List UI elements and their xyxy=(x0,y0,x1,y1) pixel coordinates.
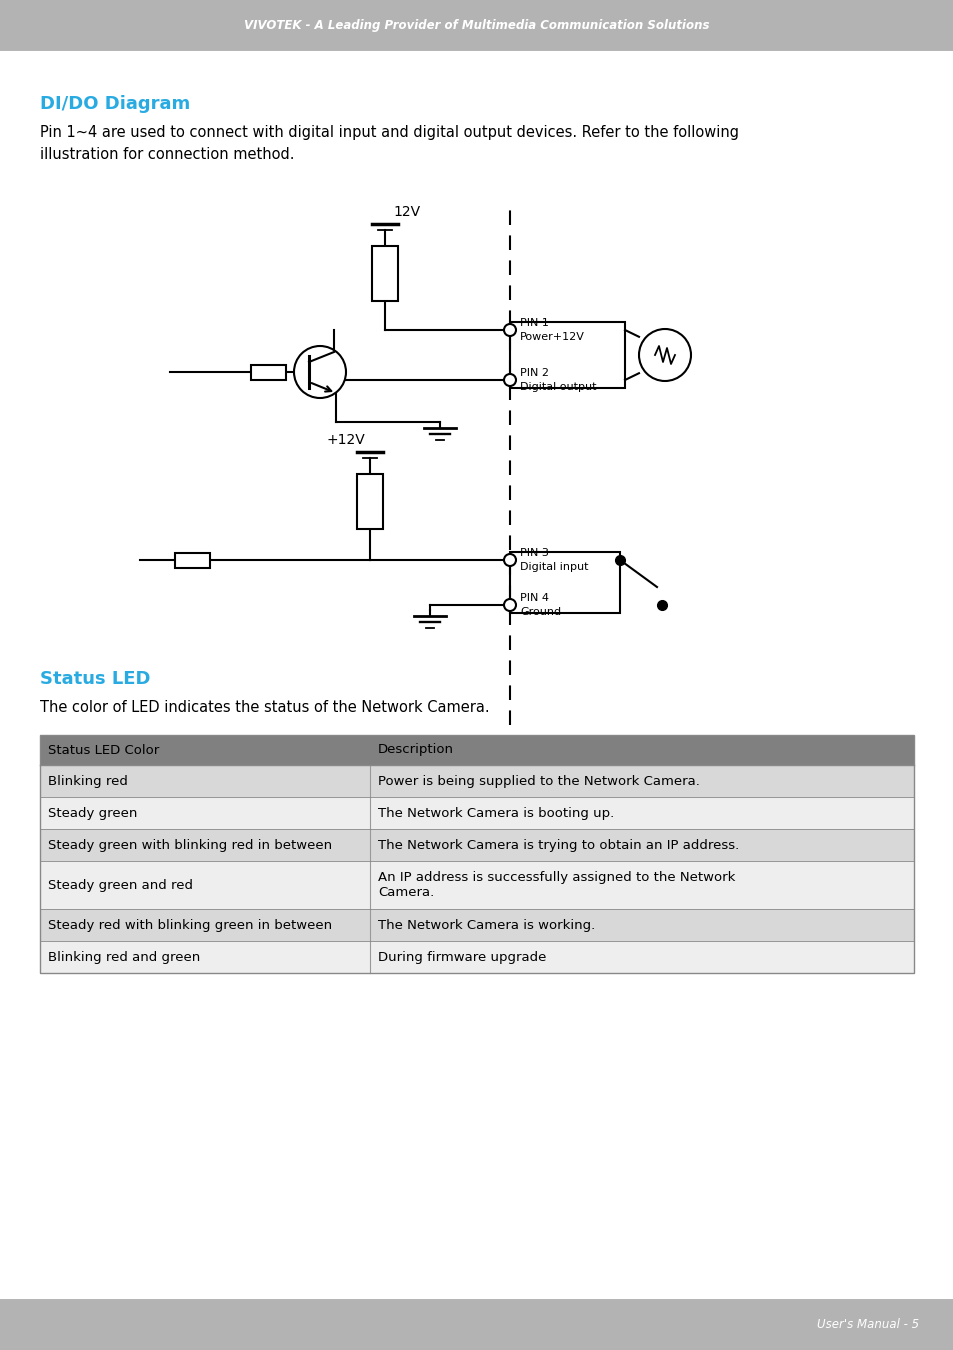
Bar xyxy=(510,323,624,387)
Bar xyxy=(40,861,913,909)
Bar xyxy=(40,909,913,941)
Bar xyxy=(40,734,913,973)
Text: Power+12V: Power+12V xyxy=(519,332,584,342)
Text: DI/DO Diagram: DI/DO Diagram xyxy=(40,95,190,113)
Circle shape xyxy=(503,324,516,336)
Text: Ground: Ground xyxy=(519,608,560,617)
Bar xyxy=(0,0,953,53)
Text: Steady red with blinking green in between: Steady red with blinking green in betwee… xyxy=(48,918,332,932)
Text: 12V: 12V xyxy=(393,205,419,219)
Text: An IP address is successfully assigned to the Network
Camera.: An IP address is successfully assigned t… xyxy=(377,871,735,899)
Text: The Network Camera is trying to obtain an IP address.: The Network Camera is trying to obtain a… xyxy=(377,838,739,852)
Text: Power is being supplied to the Network Camera.: Power is being supplied to the Network C… xyxy=(377,775,700,787)
Bar xyxy=(0,1297,953,1350)
Text: Status LED: Status LED xyxy=(40,670,151,688)
Bar xyxy=(40,765,913,796)
Circle shape xyxy=(503,374,516,386)
Bar xyxy=(356,474,382,529)
Bar xyxy=(510,552,619,613)
Text: Steady green with blinking red in between: Steady green with blinking red in betwee… xyxy=(48,838,332,852)
Text: User's Manual - 5: User's Manual - 5 xyxy=(816,1318,918,1331)
Circle shape xyxy=(294,346,346,398)
Text: VIVOTEK - A Leading Provider of Multimedia Communication Solutions: VIVOTEK - A Leading Provider of Multimed… xyxy=(244,19,709,32)
Text: PIN 4: PIN 4 xyxy=(519,593,548,603)
Text: +12V: +12V xyxy=(327,433,365,447)
Text: Description: Description xyxy=(377,744,454,756)
Text: Digital input: Digital input xyxy=(519,562,588,572)
Circle shape xyxy=(503,554,516,566)
Text: Steady green: Steady green xyxy=(48,806,137,819)
Circle shape xyxy=(639,329,690,381)
Text: Digital output: Digital output xyxy=(519,382,596,391)
Text: Blinking red and green: Blinking red and green xyxy=(48,950,200,964)
Bar xyxy=(40,734,913,765)
Text: Blinking red: Blinking red xyxy=(48,775,128,787)
Bar xyxy=(372,246,397,301)
Text: The Network Camera is working.: The Network Camera is working. xyxy=(377,918,595,932)
Bar xyxy=(251,364,286,379)
Text: Steady green and red: Steady green and red xyxy=(48,879,193,891)
Bar xyxy=(40,829,913,861)
Text: PIN 2: PIN 2 xyxy=(519,369,548,378)
Text: Status LED Color: Status LED Color xyxy=(48,744,159,756)
Text: PIN 3: PIN 3 xyxy=(519,548,548,558)
Bar xyxy=(174,552,210,567)
Circle shape xyxy=(503,599,516,612)
Text: During firmware upgrade: During firmware upgrade xyxy=(377,950,546,964)
Bar xyxy=(40,941,913,973)
Text: The Network Camera is booting up.: The Network Camera is booting up. xyxy=(377,806,614,819)
Bar xyxy=(40,796,913,829)
Text: Pin 1~4 are used to connect with digital input and digital output devices. Refer: Pin 1~4 are used to connect with digital… xyxy=(40,126,739,162)
Text: PIN 1: PIN 1 xyxy=(519,319,548,328)
Text: The color of LED indicates the status of the Network Camera.: The color of LED indicates the status of… xyxy=(40,701,489,716)
